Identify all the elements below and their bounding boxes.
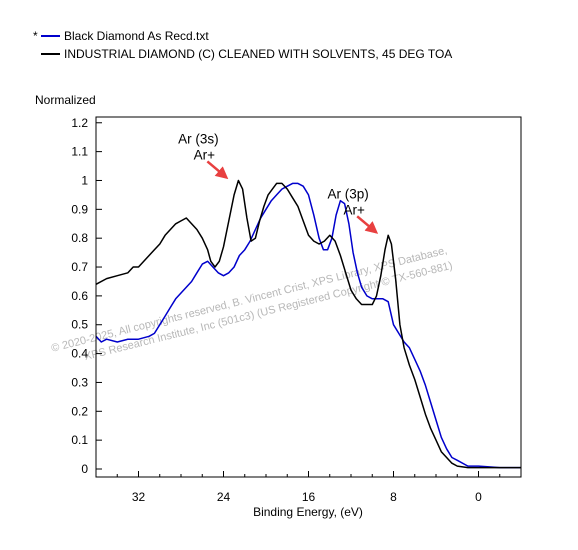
annotation-2-arrow: [356, 215, 379, 234]
y-tick-label: 1: [81, 173, 88, 187]
annotation-1-line-1: Ar (3s): [178, 131, 219, 146]
annotation-1-arrow: [206, 160, 229, 180]
series-line-1: [95, 182, 521, 469]
annotation-2-line-1: Ar (3p): [328, 186, 369, 201]
y-tick-label: 0.4: [71, 347, 88, 361]
annotation-2-line-2: Ar+: [343, 202, 365, 217]
watermark-line-1: © 2020-2025, All copyrights reserved, B.…: [50, 245, 448, 355]
legend: * Black Diamond As Recd.txt INDUSTRIAL D…: [33, 29, 452, 61]
x-tick-label: 16: [302, 490, 316, 504]
y-tick-label: 0: [81, 462, 88, 476]
y-tick-label: 0.1: [71, 433, 88, 447]
y-tick-label: 0.9: [71, 202, 88, 216]
series-line-2: [95, 179, 521, 469]
legend-label-series-2: INDUSTRIAL DIAMOND (C) CLEANED WITH SOLV…: [64, 47, 452, 61]
y-tick-label: 1.2: [71, 116, 88, 130]
y-tick-label: 1.1: [71, 145, 88, 159]
x-axis-label: Binding Energy, (eV): [253, 505, 363, 519]
y-tick-label: 0.8: [71, 231, 88, 245]
axis-ticks: 0 0.1 0.2 0.3 0.4 0.5 0.6 0.7 0.8 0.9 1 1.1 1.2 32 24 1…: [71, 116, 522, 504]
annotations: Ar (3s)Ar+Ar (3p)Ar+: [178, 131, 379, 234]
legend-label-series-1: Black Diamond As Recd.txt: [64, 29, 209, 43]
y-tick-label: 0.7: [71, 260, 88, 274]
y-axis-label: Normalized: [35, 93, 96, 107]
y-tick-label: 0.2: [71, 404, 88, 418]
x-tick-label: 32: [132, 490, 146, 504]
x-tick-label: 24: [217, 490, 231, 504]
y-tick-label: 0.6: [71, 289, 88, 303]
annotation-1-line-2: Ar+: [194, 147, 216, 162]
y-tick-label: 0.3: [71, 375, 88, 389]
x-tick-label: 0: [475, 490, 482, 504]
x-tick-label: 8: [390, 490, 397, 504]
y-tick-label: 0.5: [71, 318, 88, 332]
series-layer: [95, 179, 521, 469]
legend-marker-series-1: *: [33, 29, 38, 43]
